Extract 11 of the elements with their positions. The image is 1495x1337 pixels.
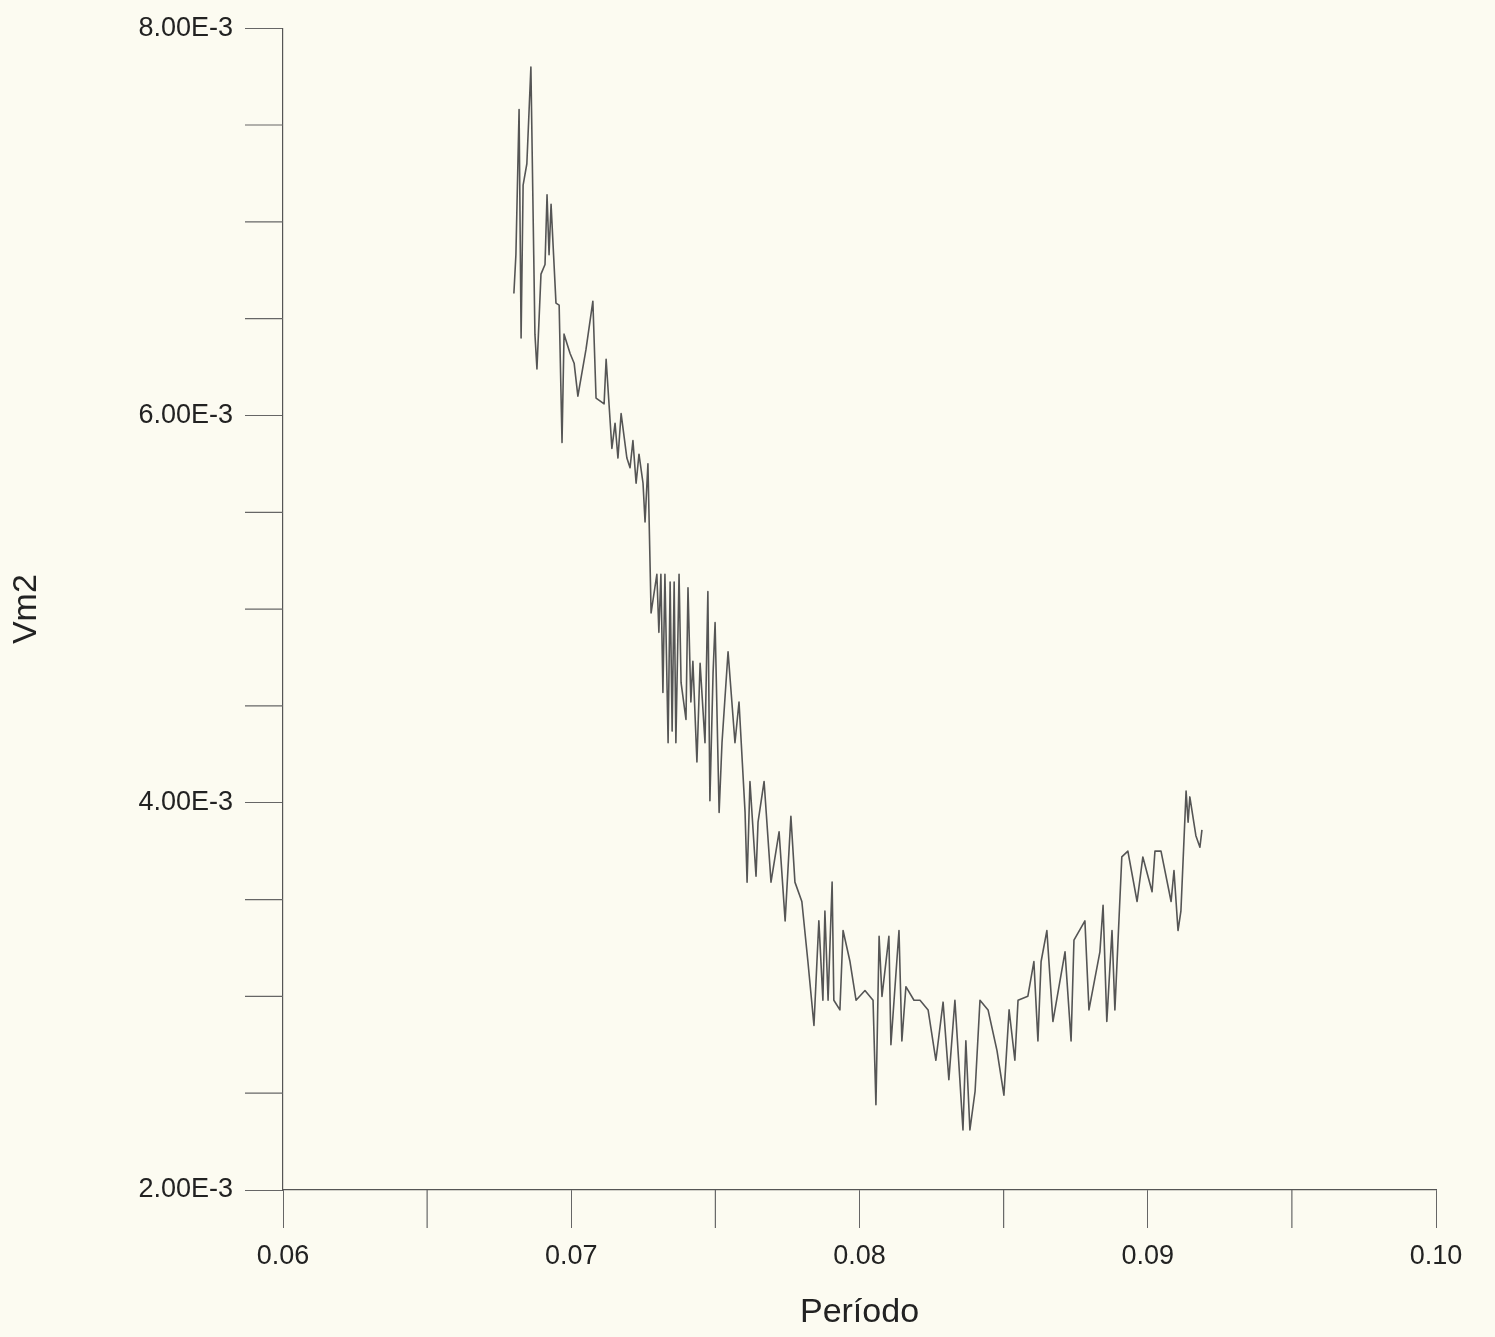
- y-tick-label: 4.00E-3: [138, 786, 233, 817]
- x-tick-label: 0.06: [256, 1239, 310, 1270]
- x-tick-label: 0.07: [544, 1239, 598, 1270]
- x-tick-label: 0.08: [833, 1239, 886, 1270]
- y-axis-title: Vm2: [4, 574, 43, 645]
- y-tick-label: 6.00E-3: [138, 398, 233, 429]
- y-tick-label: 8.00E-3: [138, 11, 233, 42]
- x-axis-title: Período: [799, 1290, 920, 1329]
- y-tick-label: 2.00E-3: [138, 1173, 233, 1204]
- x-tick-label: 0.10: [1409, 1239, 1463, 1270]
- x-tick-label: 0.09: [1121, 1239, 1175, 1270]
